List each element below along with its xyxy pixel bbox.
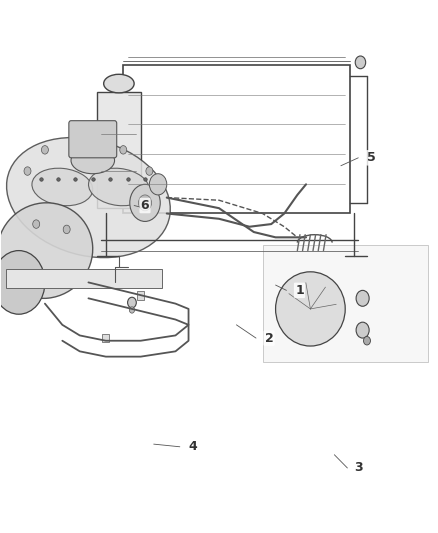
Circle shape (42, 146, 48, 154)
Bar (6, 269, 162, 288)
Ellipse shape (0, 251, 45, 314)
Text: 5: 5 (367, 151, 376, 164)
Circle shape (24, 167, 31, 175)
Circle shape (130, 184, 160, 221)
Text: 2: 2 (265, 332, 273, 344)
Text: 3: 3 (354, 462, 363, 474)
Text: 6: 6 (141, 199, 149, 212)
Circle shape (63, 225, 70, 233)
Circle shape (138, 195, 152, 211)
Ellipse shape (88, 168, 149, 206)
Circle shape (146, 167, 153, 175)
Bar (123, 65, 350, 214)
Circle shape (33, 220, 40, 228)
FancyBboxPatch shape (69, 120, 117, 158)
Circle shape (356, 322, 369, 338)
Text: 1: 1 (295, 284, 304, 297)
Circle shape (364, 336, 371, 345)
Ellipse shape (32, 168, 93, 206)
Ellipse shape (276, 272, 345, 346)
Bar (102, 334, 110, 342)
Text: 4: 4 (188, 440, 197, 453)
Bar (137, 292, 144, 300)
Bar (262, 245, 428, 362)
Circle shape (120, 146, 127, 154)
Circle shape (355, 56, 366, 69)
Ellipse shape (104, 74, 134, 93)
Ellipse shape (7, 138, 170, 257)
Circle shape (356, 290, 369, 306)
Ellipse shape (71, 147, 115, 174)
Circle shape (129, 307, 134, 313)
Bar (97, 92, 141, 208)
Ellipse shape (149, 174, 167, 195)
Circle shape (127, 297, 136, 308)
Ellipse shape (0, 203, 93, 298)
